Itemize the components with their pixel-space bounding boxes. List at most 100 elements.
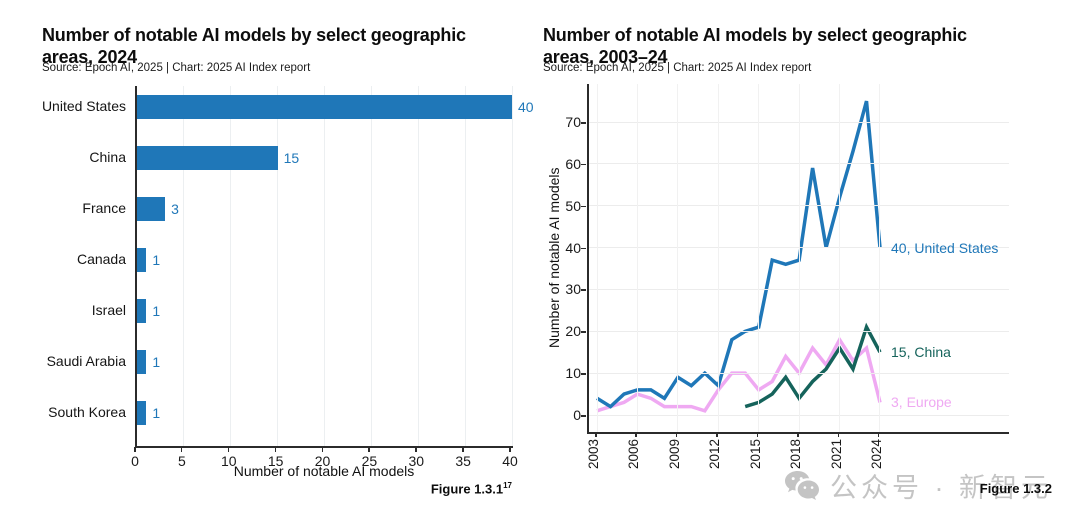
gridline-year-2009 [677,84,679,432]
xtick-mark-2009 [675,432,678,437]
xtick-mark-2006 [635,432,637,437]
bar-category-label: Canada [76,251,126,267]
figure-label-1-3-1: Figure 1.3.117 [430,481,512,497]
ytick-label-20: 20 [565,323,581,340]
end-label-china: 15, China [891,344,951,361]
gridline-x-15 [277,86,279,446]
ytick-mark-30 [581,289,586,291]
ytick-label-10: 10 [565,365,581,382]
xtick-mark-2024 [877,432,880,437]
gridline-year-2018 [798,84,800,432]
bar-category-label: South Korea [48,404,126,420]
tick-label-15: 15 [267,453,284,469]
ytick-mark-60 [581,163,586,166]
ytick-label-70: 70 [565,114,581,130]
tick-mark-40 [509,447,511,452]
gridline-year-2021 [839,84,841,432]
bar-chart-title: Number of notable AI models by select ge… [42,24,466,67]
watermark: 公众号 · 新智元 [784,466,1052,505]
ytick-label-60: 60 [565,155,581,172]
tick-mark-25 [368,447,370,452]
bar-south-korea [137,401,147,425]
tick-label-0: 0 [131,453,139,469]
tick-label-40: 40 [502,453,518,469]
bar-category-label: Saudi Arabia [46,353,126,369]
xtick-label-2018: 2018 [788,439,804,470]
bar-value-label: 1 [152,354,161,370]
xtick-mark-2015 [756,432,759,437]
bar-category-label: United States [41,98,126,114]
bar-france [137,197,166,221]
bar-value-label: 1 [152,303,161,319]
line-chart-title: Number of notable AI models by select ge… [543,24,967,67]
ytick-mark-10 [581,373,586,375]
tick-mark-5 [180,447,183,452]
ytick-mark-50 [581,205,586,208]
tick-mark-15 [274,447,277,452]
line-series-china [744,322,882,409]
end-label-europe: 3, Europe [891,394,952,411]
ytick-label-50: 50 [565,197,581,214]
ytick-mark-20 [581,331,586,333]
end-label-united-states: 40, United States [891,239,999,256]
bar-united-states [137,95,512,119]
gridline-x-10 [230,86,232,446]
tick-mark-30 [415,447,417,452]
tick-mark-35 [462,447,464,452]
gridline-year-2006 [636,84,638,432]
tick-mark-20 [321,447,323,452]
ytick-mark-0 [581,415,586,417]
xtick-label-2024: 2024 [868,439,884,470]
ytick-mark-70 [581,122,586,124]
xtick-mark-2012 [716,432,718,437]
ytick-mark-40 [581,247,586,250]
gridline-year-2003 [596,84,598,432]
wechat-icon [785,471,819,500]
bar-value-label: 15 [283,150,300,166]
tick-label-30: 30 [408,453,425,469]
xtick-label-2015: 2015 [747,439,763,470]
xtick-label-2021: 2021 [828,439,844,470]
xtick-label-2003: 2003 [586,439,601,470]
line-series-united-states [596,100,882,409]
gridline-x-5 [183,86,185,446]
tick-mark-10 [227,447,230,452]
line-chart-source: Source: Epoch AI, 2025 | Chart: 2025 AI … [543,62,812,74]
gridline-x-30 [417,86,419,446]
bar-value-label: 1 [152,252,161,268]
gridline-x-20 [324,86,325,446]
ytick-label-40: 40 [565,239,581,256]
tick-label-5: 5 [177,453,186,469]
bar-china [137,146,278,170]
tick-label-20: 20 [314,453,331,469]
bar-category-label: France [82,200,126,216]
tick-label-25: 25 [361,453,378,469]
ytick-label-30: 30 [565,281,581,298]
figure-footnote-superscript: 17 [503,481,512,490]
line-plot-area [587,84,1009,434]
gridline-x-25 [370,86,372,446]
bar-chart-source: Source: Epoch AI, 2025 | Chart: 2025 AI … [42,62,311,74]
watermark-text: 公众号 · 新智元 [830,473,1052,503]
bar-category-label: Israel [91,302,126,318]
bar-saudi-arabia [137,350,147,374]
gridline-year-2024 [879,84,881,432]
xtick-label-2009: 2009 [666,439,682,470]
bar-category-label: China [89,149,126,165]
gridline-x-40 [511,86,513,446]
bar-canada [137,248,147,272]
gridline-year-2012 [717,84,719,432]
xtick-mark-2021 [837,432,840,437]
xtick-mark-2003 [595,432,597,437]
tick-label-35: 35 [455,453,471,469]
tick-mark-0 [134,447,136,452]
tick-label-10: 10 [220,453,237,469]
gridline-x-35 [464,86,466,446]
bar-value-label: 3 [171,201,179,217]
xtick-mark-2018 [797,432,799,437]
bar-value-label: 40 [518,99,534,115]
bar-value-label: 1 [152,405,161,421]
bar-israel [137,299,147,323]
gridline-year-2015 [758,84,760,432]
